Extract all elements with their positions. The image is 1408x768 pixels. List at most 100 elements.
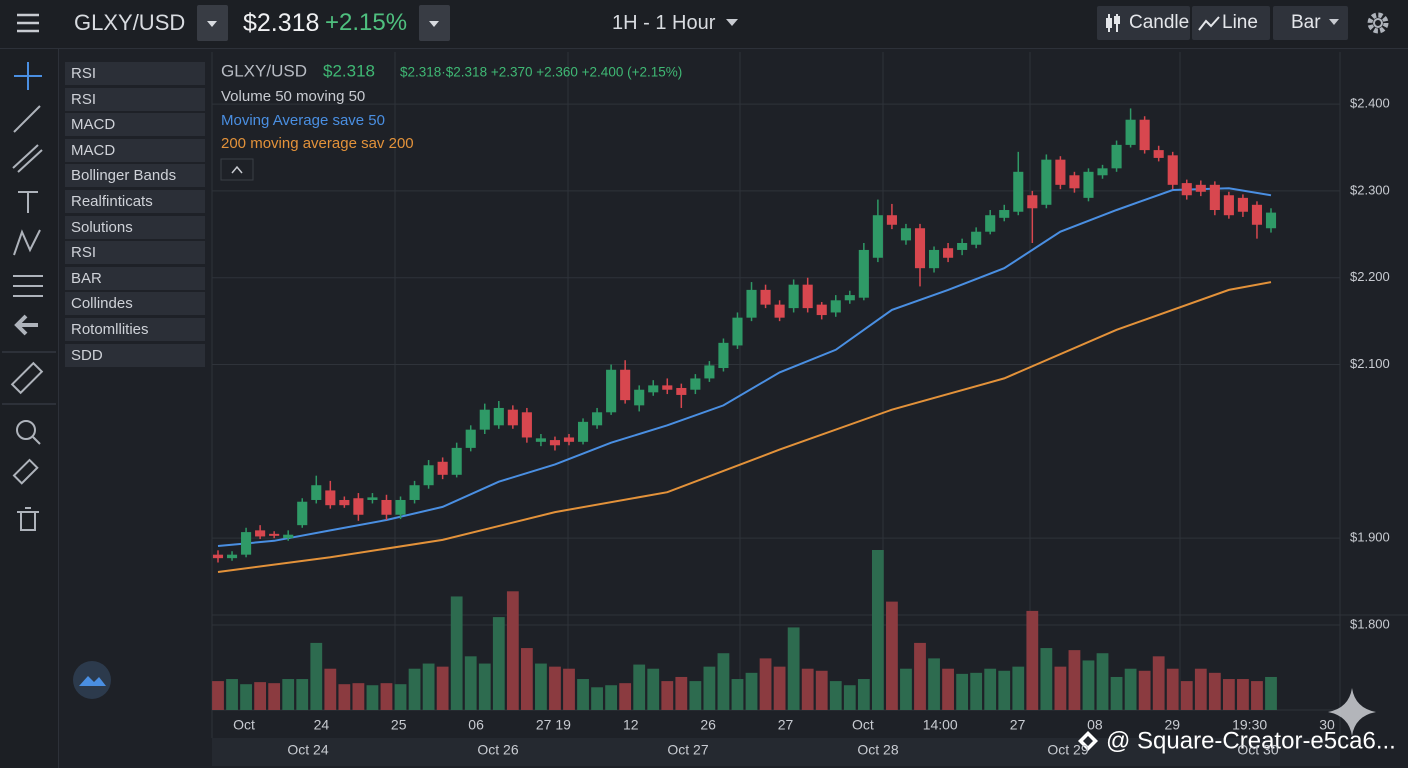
symbol-dropdown[interactable] [197, 5, 228, 41]
x-tick-label: Oct [233, 717, 255, 733]
volume-bar [492, 617, 505, 710]
text-tool[interactable] [18, 191, 38, 213]
measure-tool[interactable] [10, 361, 44, 395]
candle-body [774, 304, 785, 318]
interval[interactable]: 1H - 1 Hour [612, 12, 716, 34]
candle-body [900, 228, 912, 241]
volume-bar [1054, 666, 1067, 710]
candle-body [577, 421, 589, 442]
candle-body [943, 248, 954, 258]
line-tool[interactable] [13, 105, 41, 133]
indicator-item[interactable]: MACD [65, 138, 205, 162]
fib-tool[interactable] [13, 275, 43, 297]
candle-body [1181, 183, 1192, 196]
volume-bar [857, 679, 870, 710]
x-tick-label: 26 [700, 717, 716, 733]
collapse-button[interactable] [220, 158, 254, 181]
back-tool[interactable] [14, 314, 38, 336]
indicator-item[interactable]: RSI [65, 62, 205, 85]
settings-icon[interactable] [1363, 0, 1393, 46]
volume-bar [226, 679, 238, 710]
indicator-item[interactable]: Bollinger Bands [65, 164, 205, 188]
volume-bar [689, 681, 702, 710]
collapse-icon [231, 165, 243, 174]
candle-body [353, 498, 364, 515]
volume-bar [324, 668, 337, 710]
candle-body [1153, 150, 1164, 158]
indicator-item[interactable]: Collindes [65, 292, 205, 316]
volume-bar [352, 683, 365, 710]
indicator-item[interactable]: BAR [65, 266, 205, 290]
candle-body [521, 412, 532, 438]
zoom-tool[interactable] [16, 420, 41, 445]
crosshair-tool[interactable] [14, 62, 42, 90]
volume-bar [1026, 610, 1039, 710]
candle-body [255, 530, 266, 537]
price-dropdown[interactable] [419, 5, 450, 41]
indicator-item[interactable]: Rotomllities [65, 318, 205, 341]
plot-area [212, 103, 1340, 710]
candle-body [493, 407, 504, 426]
indicator-item[interactable]: RSI [65, 87, 205, 111]
volume-bar [1124, 668, 1137, 710]
y-tick-label: $2.300 [1350, 182, 1390, 197]
volume-bar [1068, 650, 1081, 710]
candle-body [465, 429, 476, 448]
x-date-label: Oct 24 [287, 742, 328, 758]
volume-bar [535, 663, 547, 710]
y-tick-label: $1.900 [1350, 530, 1390, 545]
indicator-item[interactable]: MACD [65, 113, 205, 137]
volume-bar [310, 642, 323, 710]
candle-body [928, 249, 940, 269]
volume-bar [1237, 679, 1249, 710]
volume-bar [450, 596, 463, 710]
legend-symbol: GLXY/USD [221, 61, 307, 80]
delete-tool[interactable] [17, 507, 39, 531]
bar-button[interactable]: Bar [1273, 6, 1348, 40]
indicator-item[interactable]: RSI [65, 241, 205, 265]
volume-bar [212, 681, 224, 710]
indicator-item[interactable]: Realfinticats [65, 190, 205, 213]
volume-bar [900, 668, 912, 710]
volume-bar [998, 670, 1011, 710]
x-date-label: Oct 26 [477, 742, 518, 758]
legend-entry: 200 moving average sav 200 [221, 135, 414, 152]
line-button[interactable]: Line [1192, 6, 1270, 40]
channel-tool[interactable] [12, 144, 43, 173]
volume-bar [1138, 670, 1151, 710]
y-tick-label: $2.200 [1350, 269, 1390, 284]
legend-ohlc: $2.318·$2.318 +2.370 +2.360 +2.400 (+2.1… [400, 65, 682, 80]
candle-body [648, 385, 659, 393]
candle-body [760, 289, 771, 305]
volume-bar [591, 687, 603, 710]
candle-body [662, 385, 673, 390]
x-tick-label: Oct [852, 717, 874, 733]
menu-icon[interactable] [8, 0, 48, 46]
candle-body [381, 499, 392, 515]
x-tick-label: 14:00 [923, 717, 958, 733]
indicator-item[interactable]: Solutions [65, 215, 205, 239]
volume-bar [731, 679, 744, 710]
candle-body [212, 554, 224, 559]
x-tick-label: 27 [1010, 717, 1026, 733]
logo-icon [79, 676, 106, 686]
line-icon [1198, 16, 1220, 31]
change: +2.15% [325, 9, 408, 36]
moving-average-line [217, 187, 1272, 547]
volume-bar [619, 683, 632, 710]
pattern-tool[interactable] [13, 229, 41, 256]
x-tick-label: 29 [1164, 717, 1180, 733]
indicator-item[interactable]: SDD [65, 343, 205, 367]
eraser-tool[interactable] [12, 458, 39, 485]
candle-body [1167, 155, 1178, 185]
volume-bar [815, 670, 828, 710]
candle-body [451, 447, 462, 475]
volume-bar [1012, 666, 1025, 710]
candle-body [802, 284, 813, 309]
candle-button[interactable]: Candle [1097, 6, 1190, 40]
x-date-label: Oct 30 [1237, 742, 1278, 758]
volume-bar [1096, 653, 1109, 710]
side-toolbar [0, 49, 59, 768]
candle-body [914, 228, 926, 269]
